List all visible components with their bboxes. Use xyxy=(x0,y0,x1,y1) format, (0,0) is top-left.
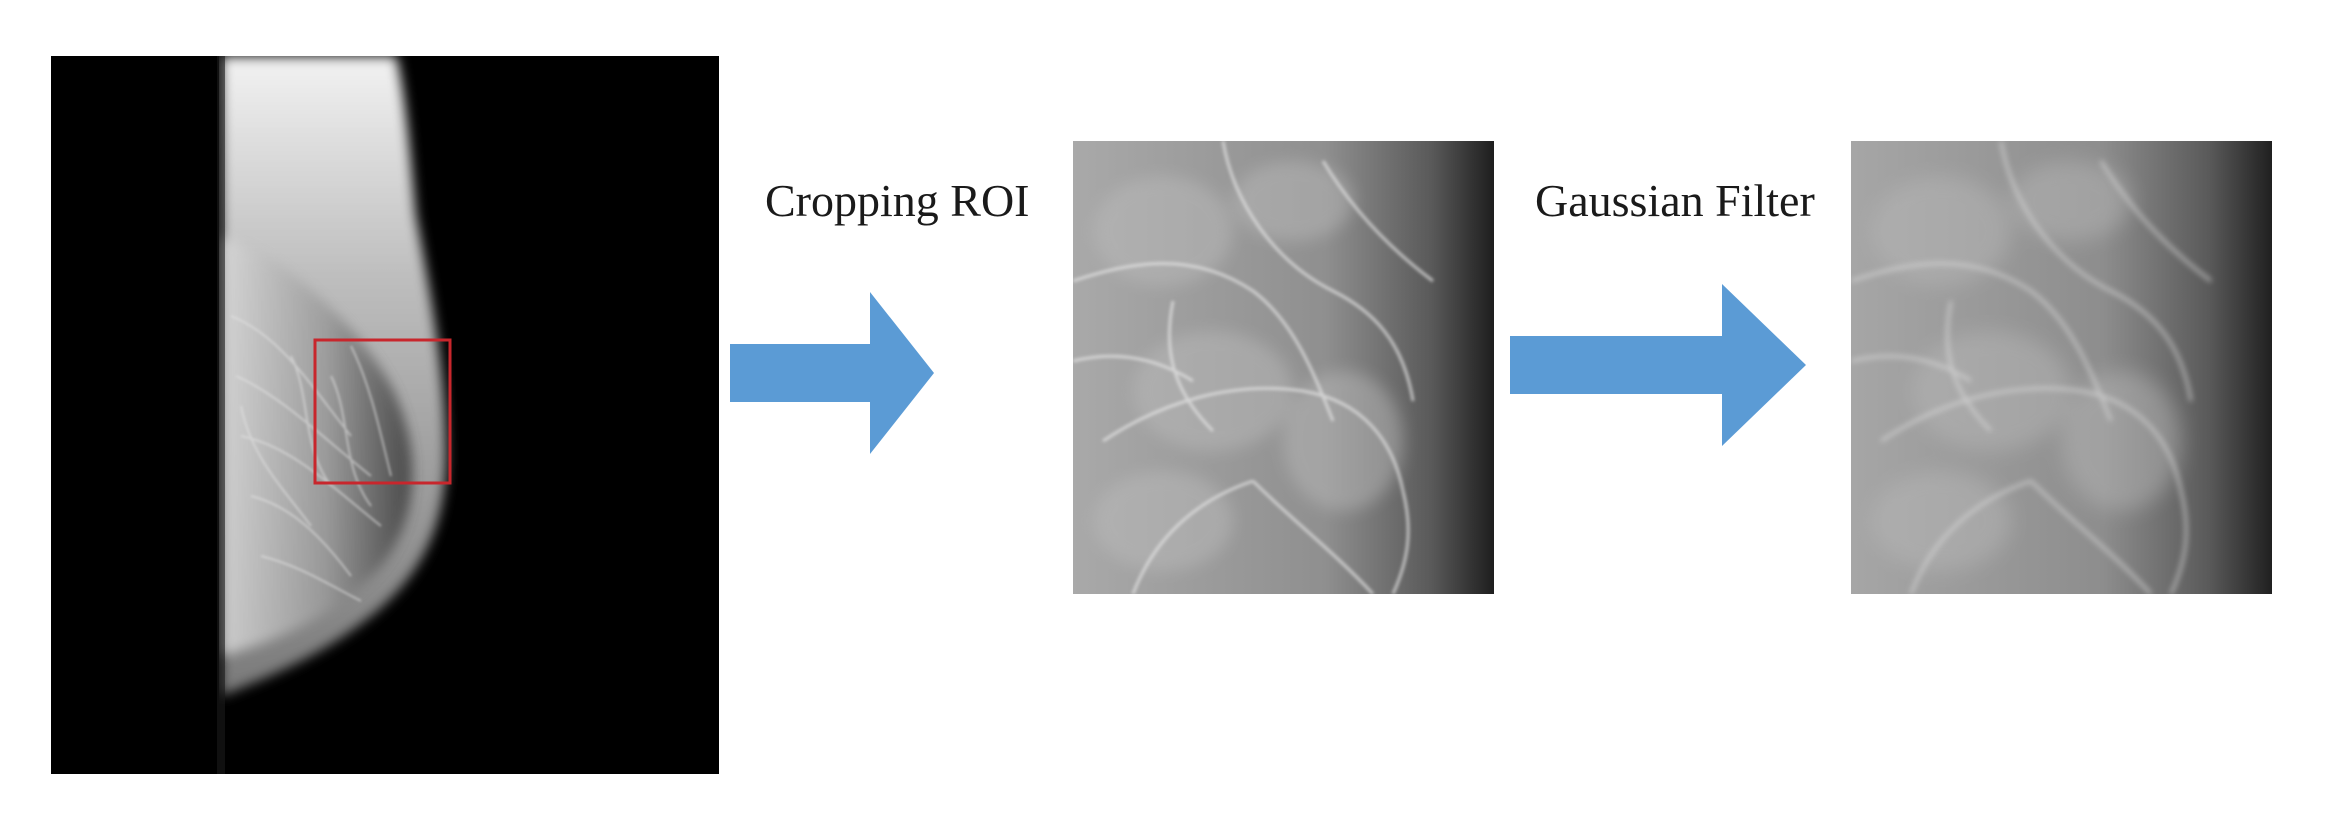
roi-box xyxy=(313,338,452,485)
cropped-roi-graphic xyxy=(1073,141,1494,594)
right-arrow-icon xyxy=(1510,284,1806,446)
gaussian-filtered-graphic xyxy=(1851,141,2272,594)
right-arrow-icon xyxy=(730,292,934,454)
gaussian-filtered-image xyxy=(1851,141,2272,594)
step-label-cropping-roi: Cropping ROI xyxy=(765,175,1030,226)
mammogram-image xyxy=(51,56,719,774)
mammogram-graphic xyxy=(51,56,719,774)
cropped-roi-image xyxy=(1073,141,1494,594)
step-label-gaussian-filter: Gaussian Filter xyxy=(1535,175,1815,226)
